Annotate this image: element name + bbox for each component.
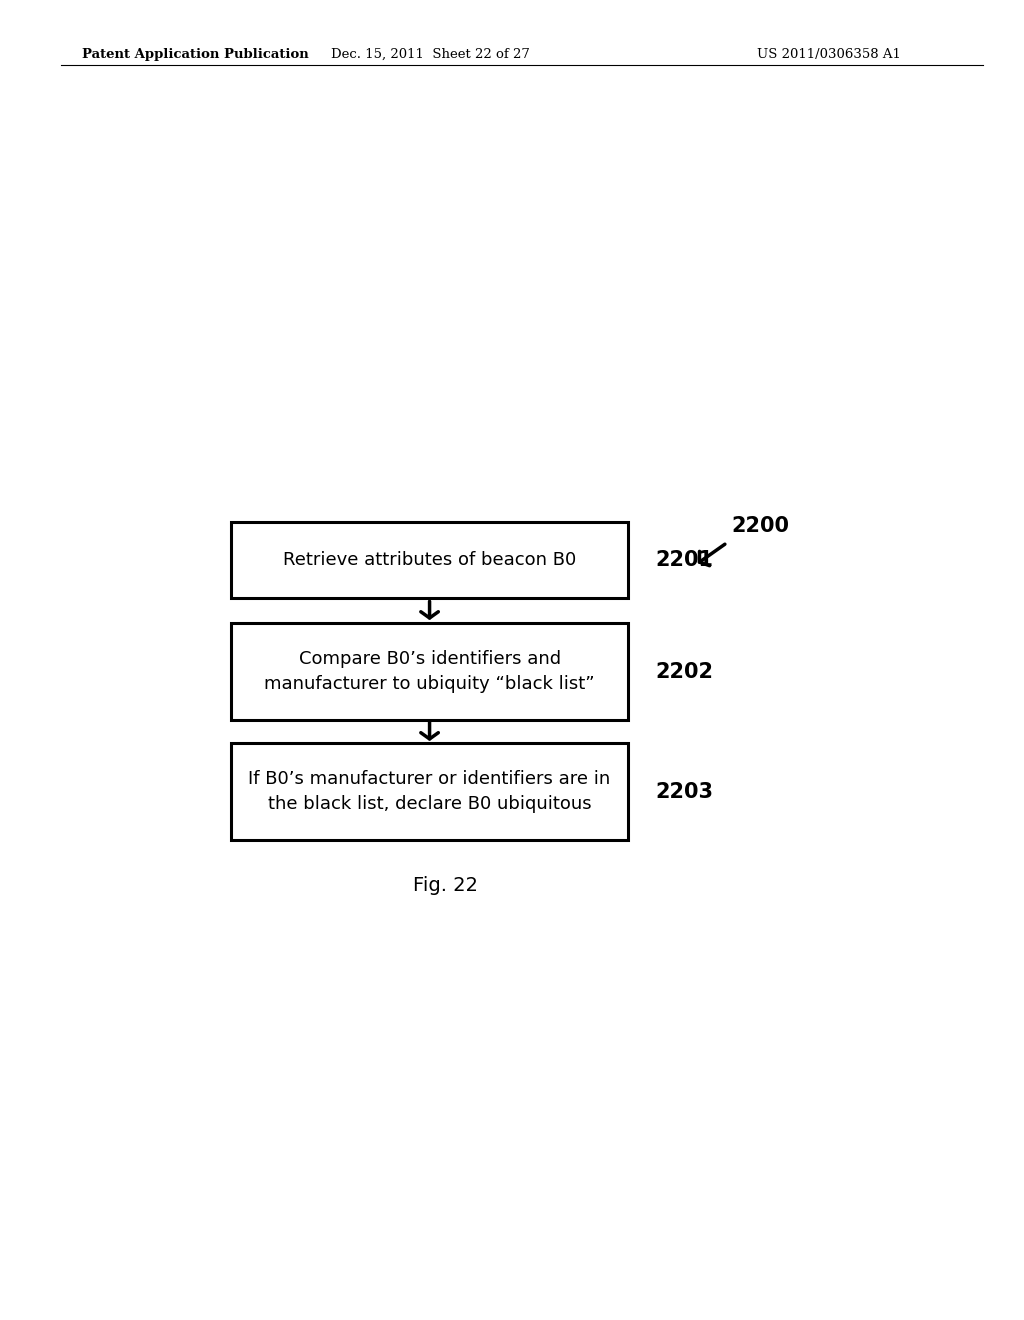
FancyBboxPatch shape [231,623,628,719]
Text: If B0’s manufacturer or identifiers are in
the black list, declare B0 ubiquitous: If B0’s manufacturer or identifiers are … [249,770,610,813]
FancyBboxPatch shape [231,521,628,598]
Text: 2203: 2203 [655,781,714,801]
Text: 2200: 2200 [731,516,790,536]
Text: US 2011/0306358 A1: US 2011/0306358 A1 [757,48,901,61]
Text: Fig. 22: Fig. 22 [413,875,478,895]
Text: Compare B0’s identifiers and
manufacturer to ubiquity “black list”: Compare B0’s identifiers and manufacture… [264,651,595,693]
FancyBboxPatch shape [231,743,628,840]
Text: Retrieve attributes of beacon B0: Retrieve attributes of beacon B0 [283,550,577,569]
Text: 2201: 2201 [655,550,714,570]
Text: Patent Application Publication: Patent Application Publication [82,48,308,61]
Text: Dec. 15, 2011  Sheet 22 of 27: Dec. 15, 2011 Sheet 22 of 27 [331,48,529,61]
Text: 2202: 2202 [655,661,714,681]
